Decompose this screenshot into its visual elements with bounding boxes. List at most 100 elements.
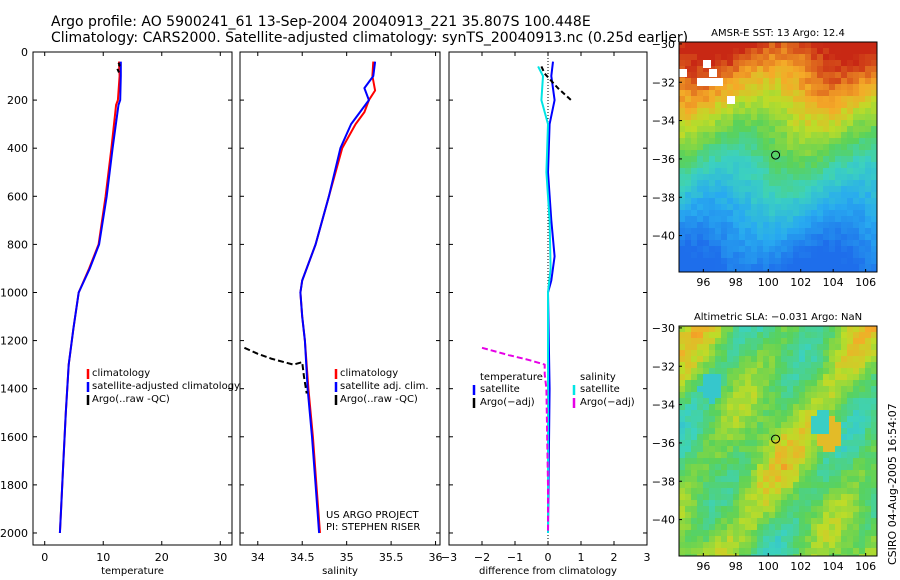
map-cell xyxy=(829,198,835,204)
map-cell xyxy=(721,168,727,174)
map-cell xyxy=(715,144,721,150)
map-cell xyxy=(703,120,709,126)
map-cell xyxy=(721,156,727,162)
map-cell xyxy=(781,270,787,272)
map-cell xyxy=(841,48,847,54)
map-cell xyxy=(745,246,751,252)
missing-data-cell xyxy=(727,96,735,104)
map-cell xyxy=(835,84,841,90)
map-cell xyxy=(871,422,877,428)
map-cell xyxy=(871,548,877,554)
map-cell xyxy=(775,386,781,392)
map-cell xyxy=(847,470,853,476)
map-cell xyxy=(721,398,727,404)
map-cell xyxy=(859,186,865,192)
map-cell xyxy=(793,54,799,60)
map-cell xyxy=(823,488,829,494)
map-cell xyxy=(763,470,769,476)
x-tick-label: 104 xyxy=(823,560,844,573)
map-cell xyxy=(811,66,817,72)
map-cell xyxy=(793,536,799,542)
map-cell xyxy=(787,144,793,150)
map-cell xyxy=(817,150,823,156)
map-cell xyxy=(865,96,871,102)
map-cell xyxy=(709,380,715,386)
map-cell xyxy=(709,258,715,264)
map-cell xyxy=(727,204,733,210)
map-cell xyxy=(691,344,697,350)
legend-label: Argo(−adj) xyxy=(480,397,535,408)
missing-data-cell xyxy=(697,78,705,86)
map-cell xyxy=(829,54,835,60)
map-cell xyxy=(835,518,841,524)
map-cell xyxy=(721,42,727,48)
map-cell xyxy=(793,150,799,156)
x-tick-label: 96 xyxy=(696,560,710,573)
map-cell xyxy=(781,542,787,548)
map-cell xyxy=(757,548,763,554)
map-cell xyxy=(691,204,697,210)
map-cell xyxy=(763,338,769,344)
map-cell xyxy=(697,536,703,542)
map-cell xyxy=(793,530,799,536)
map-cell xyxy=(703,84,709,90)
map-cell xyxy=(697,434,703,440)
map-cell xyxy=(805,416,811,422)
map-cell xyxy=(715,168,721,174)
map-cell xyxy=(787,542,793,548)
map-cell xyxy=(763,240,769,246)
map-cell xyxy=(793,326,799,332)
map-cell xyxy=(769,198,775,204)
map-cell xyxy=(871,144,877,150)
map-cell xyxy=(835,144,841,150)
map-cell xyxy=(691,192,697,198)
map-cell xyxy=(853,386,859,392)
map-cell xyxy=(709,422,715,428)
map-cell xyxy=(841,554,847,556)
map-cell xyxy=(757,240,763,246)
map-cell xyxy=(775,54,781,60)
map-cell xyxy=(691,78,697,84)
map-cell xyxy=(847,126,853,132)
map-cell xyxy=(811,416,817,422)
map-cell xyxy=(745,234,751,240)
map-cell xyxy=(769,350,775,356)
map-cell xyxy=(829,216,835,222)
map-cell xyxy=(751,404,757,410)
map-cell xyxy=(727,84,733,90)
map-cell xyxy=(811,132,817,138)
map-cell xyxy=(739,506,745,512)
map-cell xyxy=(757,416,763,422)
map-cell xyxy=(859,84,865,90)
map-cell xyxy=(691,446,697,452)
map-cell xyxy=(817,428,823,434)
map-cell xyxy=(787,84,793,90)
map-cell xyxy=(679,332,685,338)
map-cell xyxy=(709,506,715,512)
map-cell xyxy=(787,530,793,536)
map-cell xyxy=(721,428,727,434)
argo-location-marker xyxy=(771,150,781,160)
map-cell xyxy=(799,222,805,228)
map-cell xyxy=(847,356,853,362)
map-cell xyxy=(817,102,823,108)
map-cell xyxy=(847,506,853,512)
map-cell xyxy=(703,258,709,264)
map-cell xyxy=(721,180,727,186)
map-cell xyxy=(799,198,805,204)
map-cell xyxy=(829,234,835,240)
map-cell xyxy=(721,126,727,132)
map-cell xyxy=(853,416,859,422)
map-cell xyxy=(739,554,745,556)
map-cell xyxy=(871,416,877,422)
map-cell xyxy=(865,54,871,60)
map-cell xyxy=(763,344,769,350)
map-cell xyxy=(871,350,877,356)
map-cell xyxy=(745,252,751,258)
map-cell xyxy=(787,428,793,434)
map-cell xyxy=(733,90,739,96)
map-cell xyxy=(835,524,841,530)
map-cell xyxy=(835,338,841,344)
map-cell xyxy=(847,246,853,252)
map-cell xyxy=(757,428,763,434)
